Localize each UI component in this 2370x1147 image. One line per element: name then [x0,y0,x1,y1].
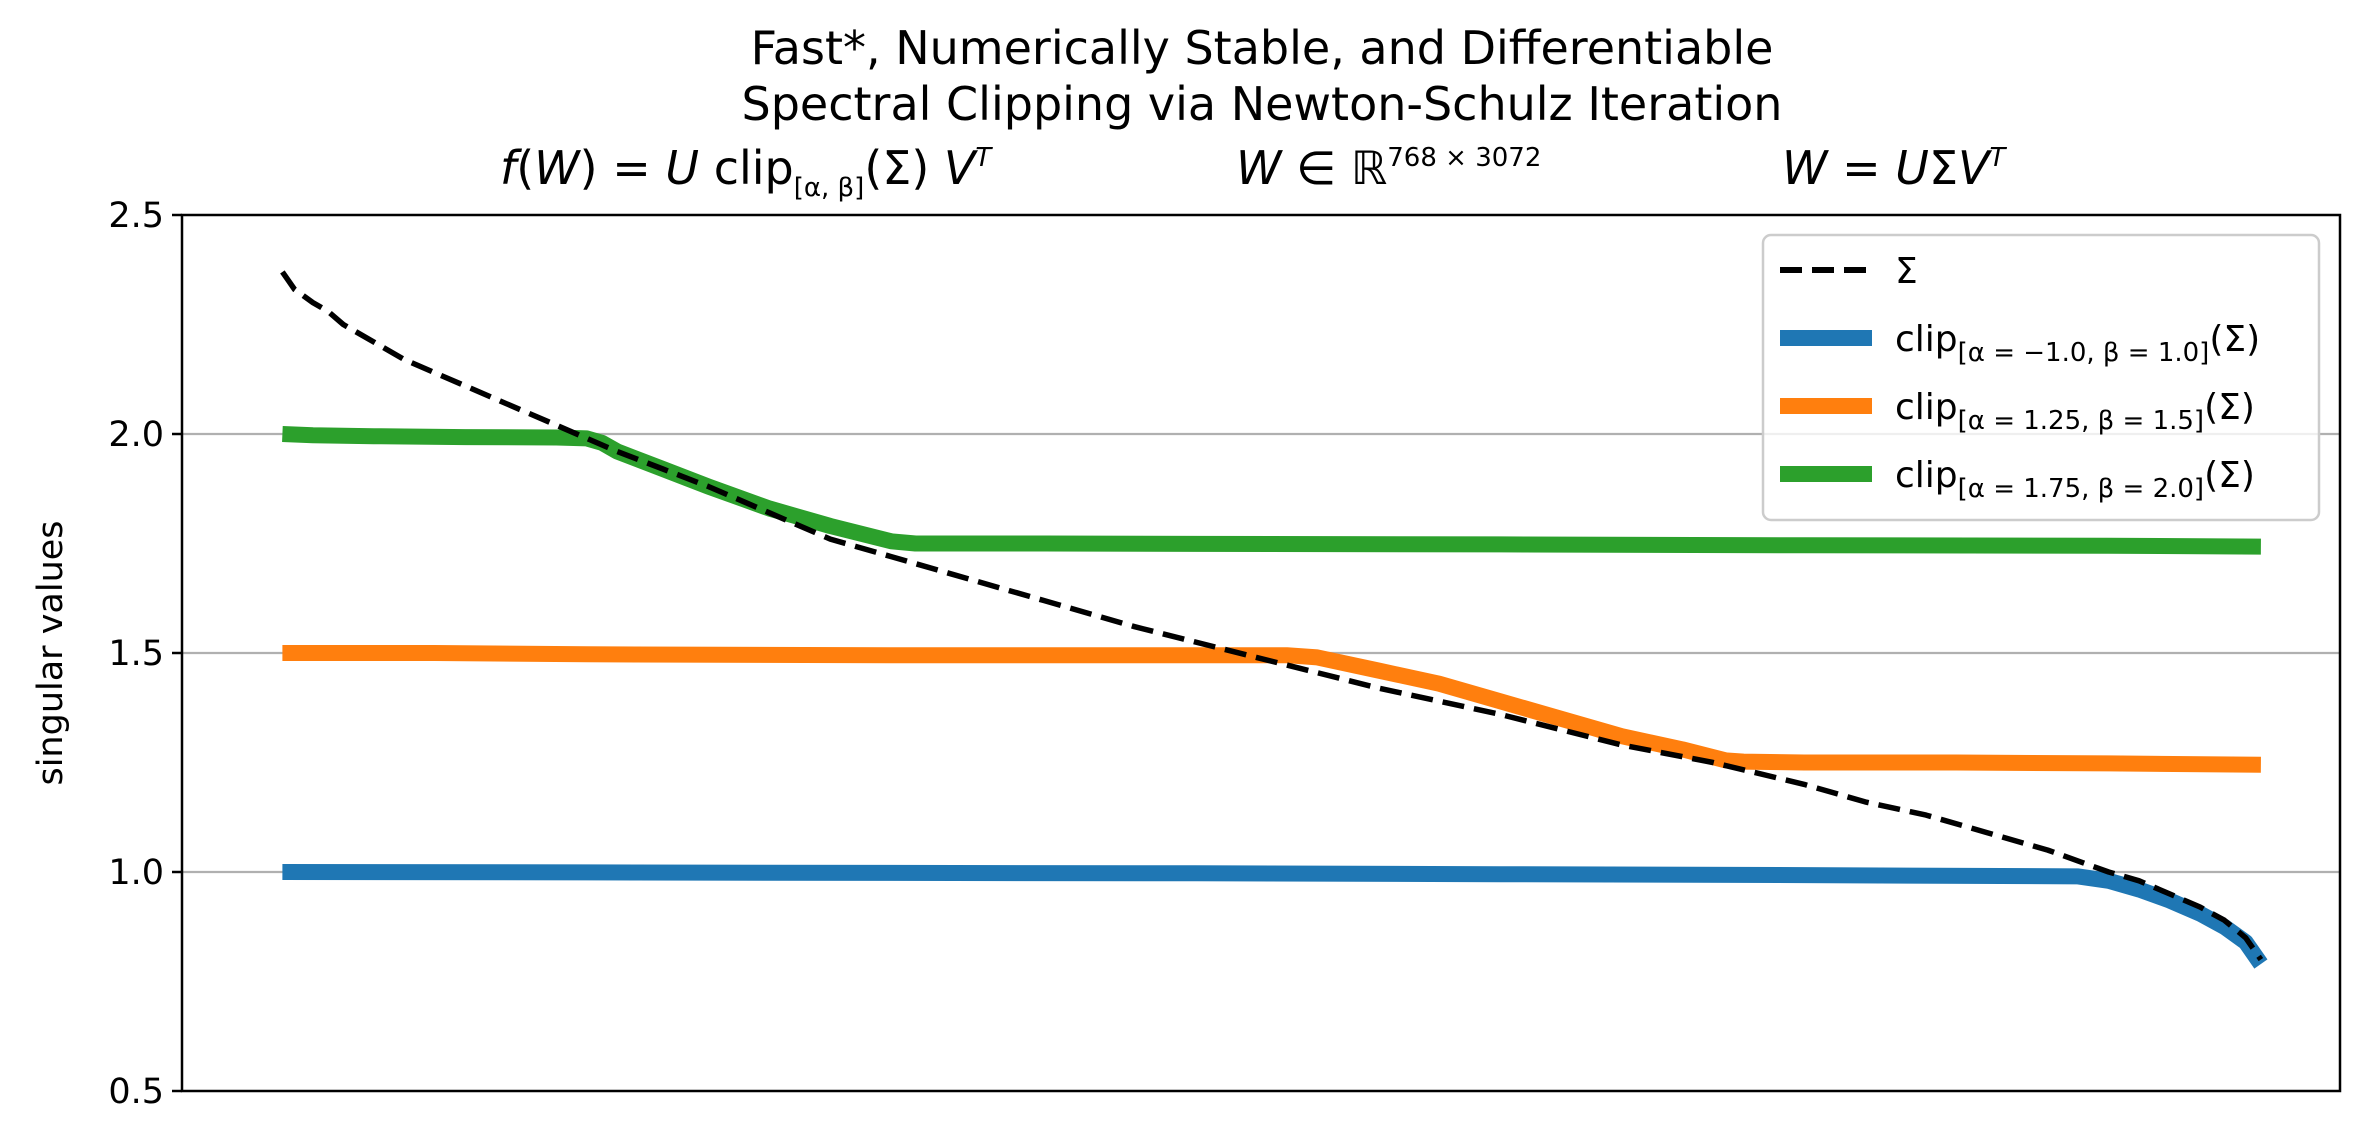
formula-domain: W ∈ ℝ768 × 3072 [1236,141,1541,195]
legend-label-clip3: clip[α = 1.75, β = 2.0](Σ) [1895,455,2255,504]
legend-label-sigma: Σ [1895,251,1918,292]
y-tick-label: 2.5 [108,196,164,236]
y-tick-label: 2.0 [108,415,164,455]
series-line-clip1 [282,864,2268,969]
series-line-clip2 [282,645,2261,773]
y-axis-label: singular values [31,520,71,785]
y-tick-label: 0.5 [108,1072,164,1112]
formula-svd: W = UΣVT [1782,141,2008,195]
y-tick-label: 1.5 [108,634,164,674]
series-layer [280,270,2268,969]
legend-box [1761,233,2321,522]
series-line-clip3 [282,426,2261,555]
chart-title-line-2: Spectral Clipping via Newton-Schulz Iter… [742,77,1783,131]
legend-label-clip1: clip[α = −1.0, β = 1.0](Σ) [1895,319,2260,368]
series-line-sigma [280,270,2264,962]
y-axis-ticks: 0.5 1.0 1.5 2.0 2.5 [108,196,182,1112]
chart-title-line-1: Fast*, Numerically Stable, and Different… [751,21,1774,75]
formula-clip: f(W) = U clip[α, β](Σ) VT [500,141,993,203]
y-tick-label: 1.0 [108,853,164,893]
legend-label-clip2: clip[α = 1.25, β = 1.5](Σ) [1895,387,2255,436]
